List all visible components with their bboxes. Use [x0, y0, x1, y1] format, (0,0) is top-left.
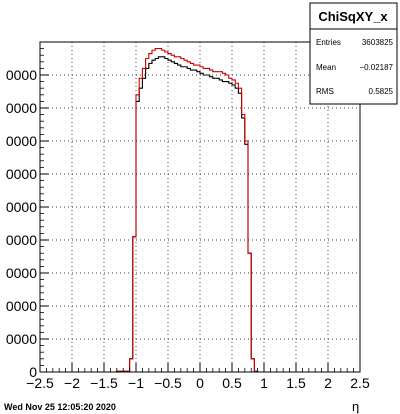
x-tick-label: 1: [260, 375, 268, 391]
x-tick-label: −0.5: [154, 375, 182, 391]
x-tick-label: −1: [128, 375, 144, 391]
stats-box: ChiSqXY_x Entries 3603825 Mean −0.02187 …: [309, 2, 398, 105]
y-tick-label: 0000: [6, 166, 37, 182]
y-tick-label: 0: [29, 364, 37, 380]
stats-mean-value: −0.02187: [359, 63, 393, 72]
stats-title: ChiSqXY_x: [318, 9, 388, 24]
x-tick-label: 0: [196, 375, 204, 391]
stats-entries-value: 3603825: [362, 38, 394, 47]
histogram-series-1: [40, 56, 261, 373]
grid: [40, 42, 360, 372]
y-tick-label: 0000: [6, 100, 37, 116]
stats-rms-value: 0.5825: [369, 87, 394, 96]
y-tick-label: 0000: [6, 232, 37, 248]
x-tick-label: 2.5: [350, 375, 370, 391]
x-tick-labels: −2.5 −2 −1.5 −1 −0.5 0 0.5 1 1.5 2 2.5: [26, 375, 370, 391]
x-axis-title: η: [352, 399, 359, 414]
y-tick-label: 0000: [6, 67, 37, 83]
histogram-series-2: [40, 48, 261, 373]
stats-rms-label: RMS: [316, 87, 334, 96]
y-tick-label: 0000: [6, 199, 37, 215]
x-tick-label: −2.5: [26, 375, 54, 391]
y-tick-label: 0000: [6, 133, 37, 149]
x-tick-label: −1.5: [90, 375, 118, 391]
y-tick-label: 0000: [6, 331, 37, 347]
x-tick-label: 0.5: [222, 375, 242, 391]
x-tick-label: 2: [324, 375, 332, 391]
timestamp: Wed Nov 25 12:05:20 2020: [4, 402, 116, 412]
series-layer: [40, 48, 261, 373]
axis-ticks: [39, 41, 361, 373]
y-tick-label: 0000: [6, 298, 37, 314]
y-tick-label: 0000: [6, 265, 37, 281]
x-tick-label: −2: [64, 375, 80, 391]
x-tick-label: 1.5: [286, 375, 306, 391]
stats-mean-label: Mean: [316, 63, 336, 72]
stats-entries-label: Entries: [316, 38, 341, 47]
